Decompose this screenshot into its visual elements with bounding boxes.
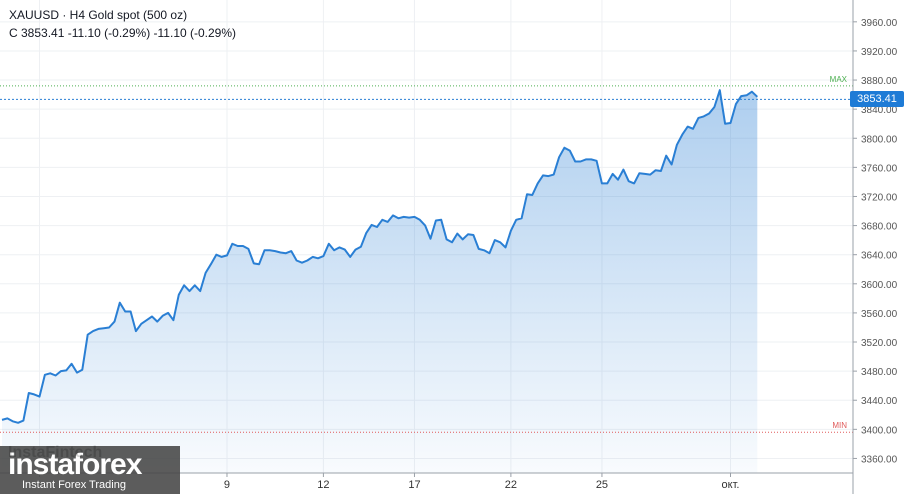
y-tick-label: 3640.00 [861, 251, 898, 262]
x-tick-label: 12 [317, 479, 329, 491]
y-tick-label: 3720.00 [861, 192, 898, 203]
y-tick-label: 3920.00 [861, 47, 898, 58]
y-tick-label: 3520.00 [861, 338, 898, 349]
logo-brand: instaforex [8, 448, 142, 481]
y-tick-label: 3680.00 [861, 222, 898, 233]
ghost-watermark: InstaFintech [8, 444, 103, 461]
symbol-title: XAUUSD · H4 Gold spot (500 oz) [9, 8, 188, 22]
reference-lines: MAX MIN [0, 75, 853, 433]
current-price-tag: 3853.41 [850, 91, 904, 108]
y-tick-label: 3840.00 [861, 105, 898, 116]
y-tick-label: 3960.00 [861, 18, 898, 29]
logo-tagline: Instant Forex Trading [22, 479, 126, 491]
area-fill-path [2, 90, 758, 473]
x-tick-label: 25 [596, 479, 608, 491]
min-label: MIN [832, 421, 847, 430]
y-tick-label: 3800.00 [861, 134, 898, 145]
y-tick-label: 3760.00 [861, 163, 898, 174]
x-tick-label: 22 [505, 479, 517, 491]
y-tick-label: 3600.00 [861, 280, 898, 291]
y-tick-label: 3560.00 [861, 309, 898, 320]
max-label: MAX [830, 75, 848, 84]
area-fill [1, 89, 758, 473]
x-tick-label: окт. [722, 479, 740, 491]
price-line [1, 89, 758, 424]
y-tick-label: 3360.00 [861, 454, 898, 465]
close-readout: C 3853.41 -11.10 (-0.29%) -11.10 (-0.29%… [9, 26, 237, 40]
y-tick-label: 3400.00 [861, 425, 898, 436]
chart-legend: XAUUSD · H4 Gold spot (500 oz) C 3853.41… [9, 6, 236, 42]
x-tick-label: 17 [408, 479, 420, 491]
instaforex-logo: instaforex Instant Forex Trading [0, 446, 180, 494]
y-tick-label: 3880.00 [861, 76, 898, 87]
x-tick-label: 9 [224, 479, 230, 491]
y-tick-label: 3480.00 [861, 367, 898, 378]
y-tick-label: 3440.00 [861, 396, 898, 407]
